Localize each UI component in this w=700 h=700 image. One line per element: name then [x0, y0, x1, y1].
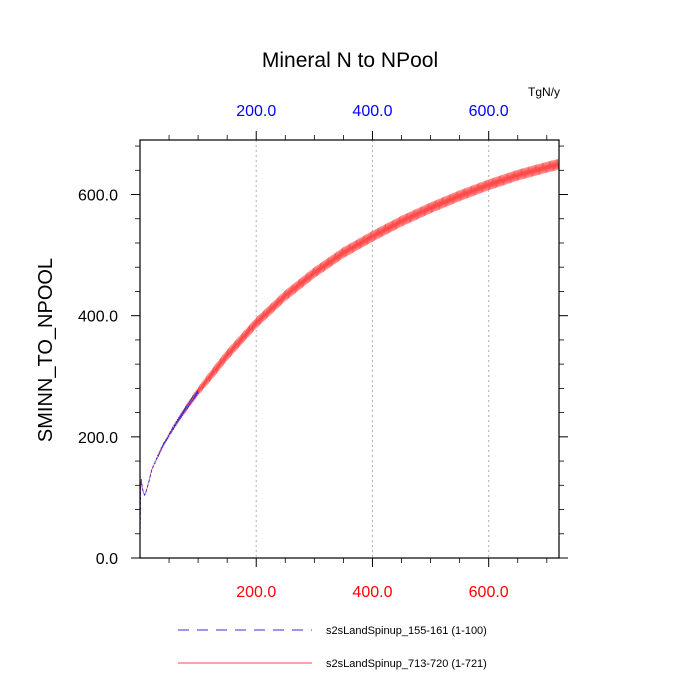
series-group [139, 158, 560, 540]
x-tick-label-top-200: 200.0 [236, 103, 276, 120]
y-tick-label-0: 0.0 [96, 551, 118, 568]
major-ticks [131, 131, 568, 567]
legend-label-run1: s2sLandSpinup_155-161 (1-100) [326, 625, 487, 637]
x-tick-label-bottom-600: 600.0 [469, 584, 509, 601]
x-tick-label-top-600: 600.0 [469, 103, 509, 120]
y-tick-label-400: 400.0 [78, 309, 118, 326]
tick-labels: 200.0 200.0 400.0 400.0 600.0 600.0 0.0 200.0 40… [78, 103, 509, 601]
x-tick-label-bottom-200: 200.0 [236, 584, 276, 601]
chart-title: Mineral N to NPool [262, 49, 438, 72]
legend: s2sLandSpinup_155-161 (1-100) s2sLandSpi… [178, 625, 487, 670]
y-tick-label-600: 600.0 [78, 188, 118, 205]
legend-label-run2: s2sLandSpinup_713-720 (1-721) [326, 658, 487, 670]
series-line-run1 [139, 390, 199, 540]
plot-frame [139, 139, 560, 559]
y-axis-label: SMINN_TO_NPOOL [35, 258, 57, 442]
units-label: TgN/y [528, 85, 560, 99]
x-tick-label-top-400: 400.0 [352, 103, 392, 120]
minor-ticks [135, 135, 564, 563]
x-tick-label-bottom-400: 400.0 [352, 584, 392, 601]
series-line-run2 [139, 158, 560, 540]
y-tick-label-200: 200.0 [78, 430, 118, 447]
